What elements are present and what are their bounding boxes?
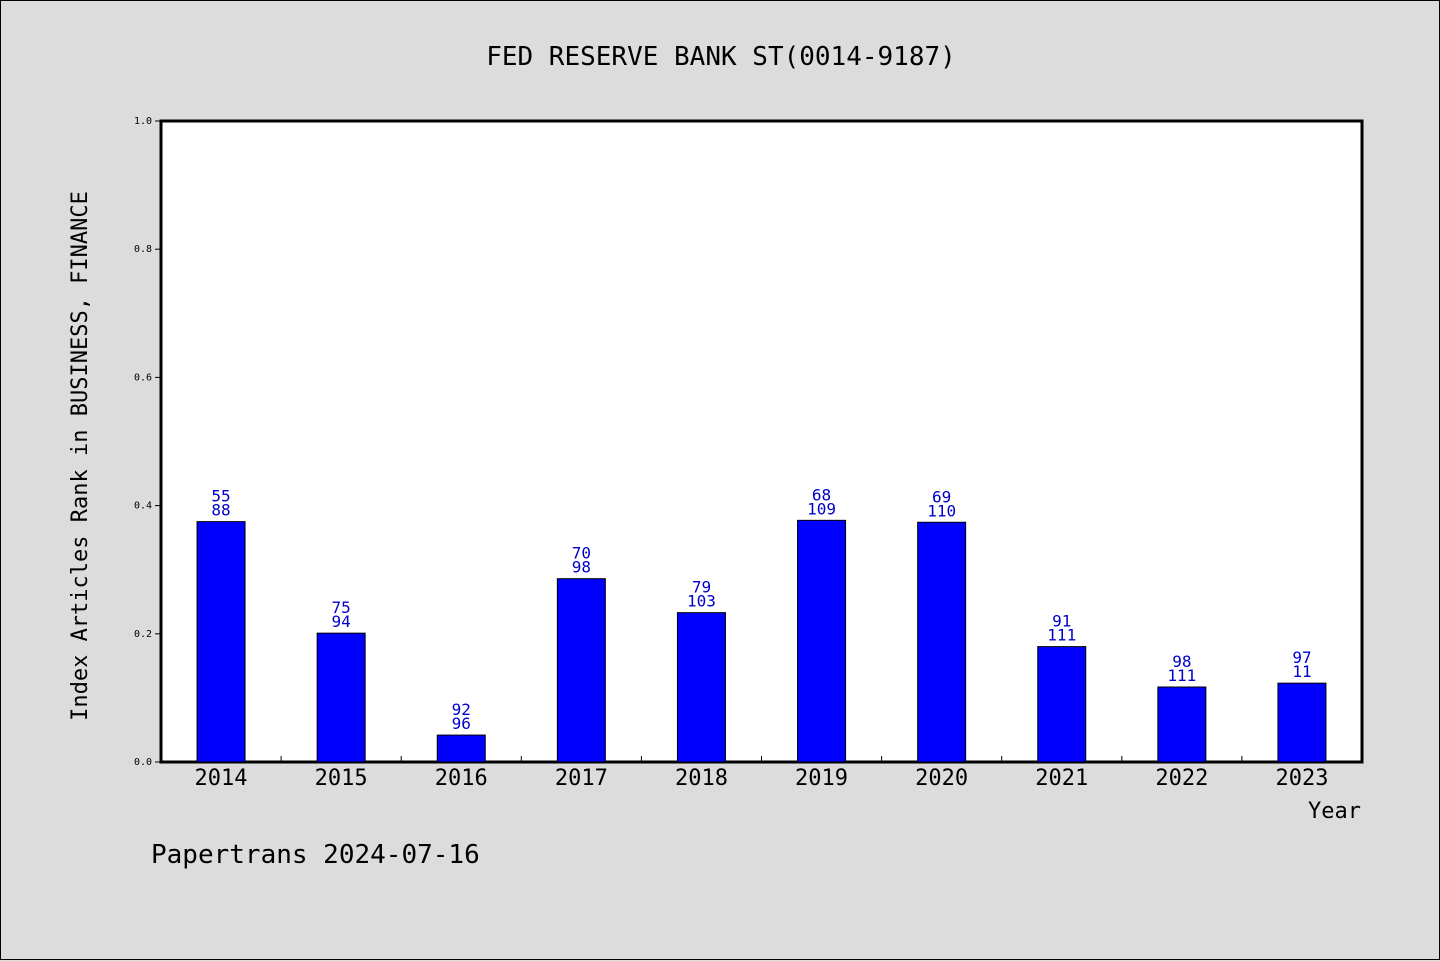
bar-label-bottom: 110: [927, 501, 956, 520]
x-tick-label: 2023: [1275, 766, 1328, 791]
y-tick-label: 1.0: [134, 116, 152, 127]
bars: [196, 519, 1327, 763]
bar-label-bottom: 88: [211, 501, 230, 520]
bar-label-bottom: 94: [332, 612, 351, 631]
chart-title: FED RESERVE BANK ST(0014-9187): [486, 42, 956, 72]
bar-label-bottom: 111: [1047, 626, 1076, 645]
bar-label-bottom: 103: [687, 592, 716, 611]
x-tick-label: 2016: [435, 766, 488, 791]
x-tick-label: 2018: [675, 766, 728, 791]
bar-label-top: 98: [1172, 652, 1191, 671]
y-axis: 0.0 0.2 0.4 0.6 0.8 1.0: [134, 116, 161, 768]
bar-label-top: 68: [812, 485, 831, 504]
bar-2019: [797, 519, 847, 763]
y-axis-label: Index Articles Rank in BUSINESS, FINANCE: [68, 191, 93, 721]
bar-2018: [676, 612, 726, 763]
bar-label-top: 91: [1052, 612, 1071, 631]
bar-2022: [1157, 686, 1207, 763]
bar-2017: [556, 578, 606, 763]
bar-2016: [436, 734, 486, 763]
y-tick-label: 0.0: [134, 757, 152, 768]
bar-label-top: 79: [692, 578, 711, 597]
bar-label-top: 55: [211, 487, 230, 506]
x-tick-label: 2021: [1035, 766, 1088, 791]
bar-label-bottom: 98: [572, 558, 591, 577]
x-axis: 2014 2015 2016 2017 2018 2019 2020 2021 2022 2023: [195, 756, 1328, 791]
bar-label-top: 70: [572, 544, 591, 563]
bar-label-top: 97: [1292, 648, 1311, 667]
bar-2021: [1037, 646, 1087, 763]
x-tick-label: 2019: [795, 766, 848, 791]
y-tick-label: 0.2: [134, 629, 152, 640]
bar-label-bottom: 11: [1292, 662, 1311, 681]
bar-label-bottom: 111: [1167, 666, 1196, 685]
data-labels: 5588759492967098791036810969110911119811…: [211, 485, 1311, 733]
y-tick-label: 0.4: [134, 501, 152, 512]
bar-label-top: 92: [452, 700, 471, 719]
bar-2023: [1277, 682, 1327, 763]
bar-2020: [917, 521, 967, 763]
bar-label-bottom: 109: [807, 499, 836, 518]
y-tick-label: 0.6: [134, 372, 152, 383]
bar-2015: [316, 632, 366, 763]
x-tick-label: 2017: [555, 766, 608, 791]
bar-label-top: 75: [332, 598, 351, 617]
x-axis-label: Year: [1308, 799, 1361, 824]
x-tick-label: 2014: [195, 766, 248, 791]
footer-text: Papertrans 2024-07-16: [151, 840, 480, 870]
y-tick-label: 0.8: [134, 244, 152, 255]
bar-label-top: 69: [932, 487, 951, 506]
bar-label-bottom: 96: [452, 714, 471, 733]
x-tick-label: 2015: [315, 766, 368, 791]
x-tick-label: 2020: [915, 766, 968, 791]
x-tick-label: 2022: [1155, 766, 1208, 791]
bar-2014: [196, 521, 246, 763]
